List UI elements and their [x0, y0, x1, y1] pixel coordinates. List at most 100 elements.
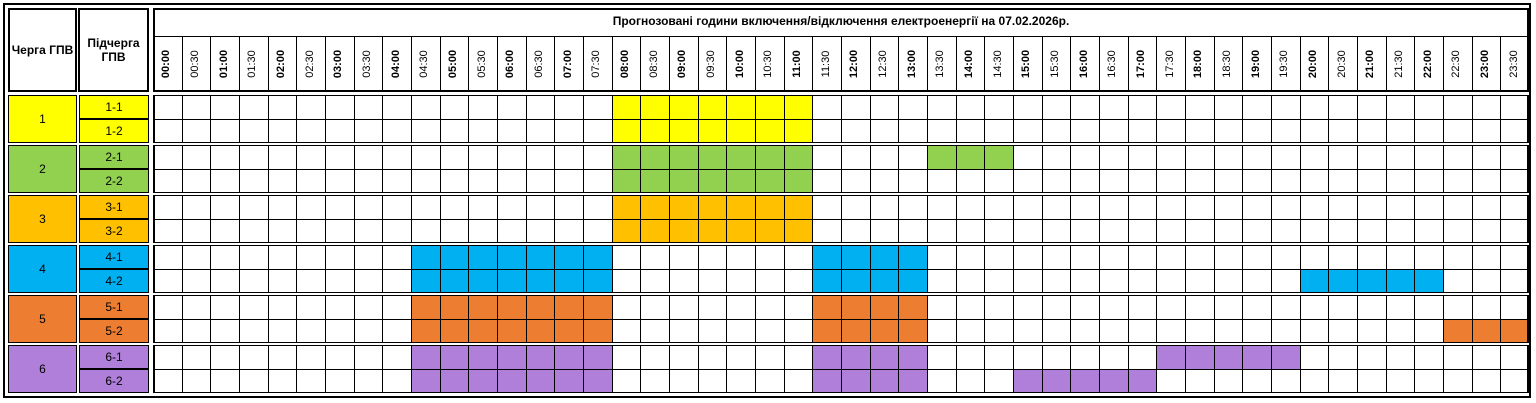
slot-separator — [1156, 145, 1157, 193]
slot-separator — [583, 145, 584, 193]
slot-separator — [698, 145, 699, 193]
slot-separator — [784, 145, 785, 193]
slot-separator — [1443, 295, 1444, 343]
time-header-separator — [640, 36, 641, 92]
slot-separator — [354, 345, 355, 393]
slot-separator — [440, 145, 441, 193]
slot-separator — [354, 145, 355, 193]
time-header-separator — [812, 36, 813, 92]
slot-separator — [354, 295, 355, 343]
slot-separator — [612, 195, 613, 243]
slot-separator — [726, 145, 727, 193]
slot-separator — [153, 245, 155, 293]
time-label: 20:00 — [1307, 49, 1319, 79]
slot-separator — [153, 145, 155, 193]
slot-separator — [1214, 245, 1215, 293]
slot-separator — [210, 295, 211, 343]
slot-separator — [1271, 95, 1272, 143]
slot-separator — [468, 95, 469, 143]
schedule-title: Прогнозовані години включення/відключенн… — [612, 14, 1070, 28]
slot-separator — [812, 295, 813, 343]
subqueue-cell: 4-1 — [79, 245, 149, 269]
slot-separator — [1214, 95, 1215, 143]
slot-separator — [325, 345, 326, 393]
time-label: 14:00 — [963, 49, 975, 79]
slot-separator — [698, 345, 699, 393]
subqueue-cell: 4-2 — [79, 269, 149, 293]
slot-separator — [1414, 345, 1415, 393]
slot-separator — [755, 245, 756, 293]
slot-separator — [210, 345, 211, 393]
slot-separator — [1099, 145, 1100, 193]
slot-separator — [411, 95, 412, 143]
slot-separator — [1242, 245, 1243, 293]
queue-label: 6 — [39, 362, 46, 376]
slot-separator — [1185, 345, 1186, 393]
slot-separator — [1328, 95, 1329, 143]
slot-separator — [354, 95, 355, 143]
slot-separator — [1070, 245, 1071, 293]
subqueue-column-header: Підчерга ГПВ — [78, 8, 149, 92]
slot-separator — [927, 95, 928, 143]
slot-separator — [1300, 295, 1301, 343]
queue-cell: 5 — [8, 295, 77, 343]
slot-separator — [784, 95, 785, 143]
slot-separator — [1070, 145, 1071, 193]
slot-separator — [1328, 245, 1329, 293]
slot-separator — [526, 245, 527, 293]
time-label: 15:30 — [1049, 50, 1061, 78]
slot-separator — [640, 245, 641, 293]
subqueue-cell: 3-2 — [79, 219, 149, 243]
time-label: 10:00 — [733, 49, 746, 79]
time-label: 20:30 — [1335, 50, 1348, 78]
outage-block — [1013, 369, 1157, 393]
outage-block — [1156, 345, 1300, 369]
slot-separator — [1443, 195, 1444, 243]
slot-separator — [812, 345, 813, 393]
slot-separator — [1357, 295, 1358, 343]
slot-separator — [698, 195, 699, 243]
slot-separator — [1128, 145, 1129, 193]
slot-separator — [268, 345, 269, 393]
slot-separator — [296, 245, 297, 293]
time-label: 02:30 — [303, 50, 316, 78]
slot-separator — [726, 95, 727, 143]
queue-cell: 3 — [8, 195, 77, 243]
slot-separator — [1500, 195, 1501, 243]
time-header-separator — [382, 36, 383, 92]
slot-separator — [1242, 145, 1243, 193]
slot-separator — [1328, 345, 1329, 393]
slot-separator — [1386, 195, 1387, 243]
slot-separator — [382, 95, 383, 143]
slot-separator — [239, 245, 240, 293]
slot-separator — [1128, 95, 1129, 143]
slot-separator — [153, 345, 155, 393]
slot-separator — [1242, 95, 1243, 143]
slot-separator — [526, 195, 527, 243]
time-label: 18:30 — [1221, 50, 1233, 78]
slot-separator — [1271, 345, 1272, 393]
slot-separator — [296, 95, 297, 143]
slot-separator — [325, 245, 326, 293]
slot-separator — [1070, 295, 1071, 343]
time-label: 00:30 — [189, 50, 201, 78]
time-label: 07:00 — [561, 49, 574, 79]
slot-separator — [870, 95, 871, 143]
time-label: 02:00 — [275, 49, 287, 79]
slot-separator — [784, 245, 785, 293]
time-label: 01:30 — [246, 50, 259, 78]
subqueue-cell: 1-1 — [79, 95, 149, 119]
slot-separator — [1328, 145, 1329, 193]
slot-separator — [1386, 295, 1387, 343]
slot-separator — [1414, 95, 1415, 143]
slot-separator — [1414, 295, 1415, 343]
slot-separator — [1099, 295, 1100, 343]
slot-separator — [1156, 345, 1157, 393]
slot-separator — [268, 295, 269, 343]
time-header-separator — [726, 36, 727, 92]
time-header-separator — [956, 36, 957, 92]
subqueue-cell: 6-1 — [79, 345, 149, 369]
time-label: 12:30 — [877, 50, 889, 78]
slot-separator — [956, 345, 957, 393]
outage-block — [812, 369, 927, 393]
